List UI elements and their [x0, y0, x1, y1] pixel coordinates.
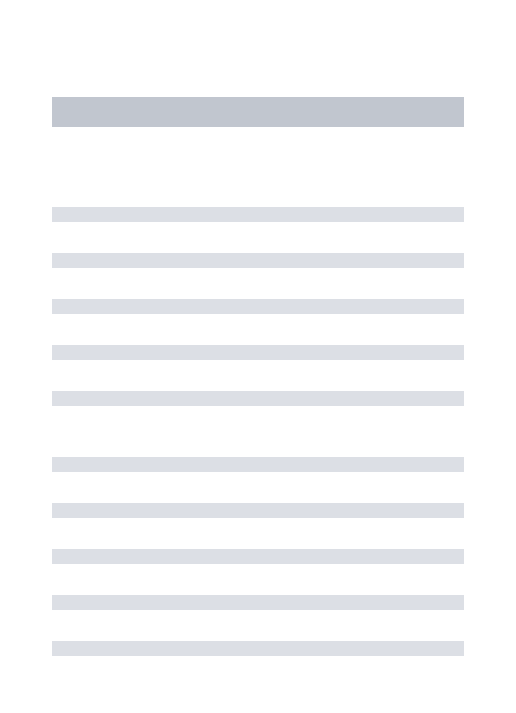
section-gap — [52, 437, 464, 457]
skeleton-loader — [52, 97, 464, 656]
skeleton-line — [52, 457, 464, 472]
skeleton-line — [52, 207, 464, 222]
skeleton-line — [52, 299, 464, 314]
skeleton-section-1 — [52, 207, 464, 406]
skeleton-section-2 — [52, 457, 464, 656]
skeleton-line — [52, 345, 464, 360]
skeleton-header — [52, 97, 464, 127]
skeleton-line — [52, 549, 464, 564]
skeleton-line — [52, 503, 464, 518]
skeleton-line — [52, 595, 464, 610]
skeleton-line — [52, 253, 464, 268]
skeleton-line — [52, 391, 464, 406]
skeleton-line — [52, 641, 464, 656]
